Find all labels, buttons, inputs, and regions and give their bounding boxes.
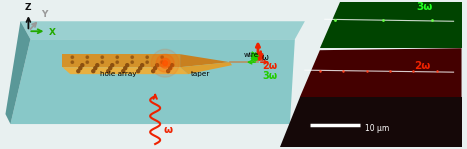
Circle shape: [152, 70, 155, 73]
Circle shape: [163, 61, 168, 66]
Circle shape: [154, 67, 156, 70]
Circle shape: [137, 70, 140, 73]
Circle shape: [101, 61, 104, 63]
Circle shape: [86, 61, 88, 63]
Text: ω: ω: [163, 125, 172, 135]
Circle shape: [170, 64, 174, 67]
Circle shape: [131, 61, 134, 63]
Circle shape: [146, 61, 149, 63]
Text: wire: wire: [244, 52, 259, 58]
Text: 2ω: 2ω: [262, 61, 277, 71]
Circle shape: [96, 64, 99, 67]
Circle shape: [71, 56, 73, 58]
Text: Z: Z: [24, 3, 31, 12]
Circle shape: [141, 64, 144, 67]
Circle shape: [169, 67, 172, 70]
Polygon shape: [21, 21, 305, 39]
Circle shape: [94, 67, 97, 70]
Circle shape: [161, 56, 163, 58]
Polygon shape: [300, 48, 461, 97]
Text: hole array: hole array: [100, 71, 136, 77]
Circle shape: [81, 64, 84, 67]
Circle shape: [116, 61, 119, 63]
Circle shape: [86, 56, 88, 58]
Circle shape: [109, 67, 112, 70]
Circle shape: [124, 67, 127, 70]
Circle shape: [111, 64, 114, 67]
Circle shape: [77, 70, 80, 73]
Circle shape: [92, 70, 95, 73]
Text: Y: Y: [42, 10, 48, 19]
Polygon shape: [280, 97, 461, 147]
Text: taper: taper: [191, 71, 210, 77]
Circle shape: [107, 70, 110, 73]
Circle shape: [151, 49, 179, 77]
Polygon shape: [6, 21, 30, 124]
Text: 3ω: 3ω: [417, 2, 433, 12]
Polygon shape: [63, 67, 188, 74]
Polygon shape: [180, 62, 232, 74]
Text: ω: ω: [262, 53, 269, 62]
Polygon shape: [180, 54, 230, 67]
Circle shape: [126, 64, 129, 67]
Polygon shape: [320, 2, 461, 48]
Circle shape: [116, 56, 119, 58]
Circle shape: [101, 56, 104, 58]
Circle shape: [167, 70, 170, 73]
Circle shape: [146, 56, 149, 58]
Circle shape: [71, 61, 73, 63]
Text: 2ω: 2ω: [414, 61, 430, 71]
Circle shape: [122, 70, 125, 73]
Circle shape: [139, 67, 142, 70]
Polygon shape: [10, 39, 295, 124]
Text: X: X: [49, 28, 56, 37]
Circle shape: [161, 61, 163, 63]
Circle shape: [156, 54, 174, 72]
Circle shape: [156, 64, 159, 67]
Polygon shape: [63, 54, 180, 67]
Text: 10 μm: 10 μm: [365, 124, 389, 133]
Circle shape: [131, 56, 134, 58]
Circle shape: [160, 58, 170, 68]
Circle shape: [79, 67, 82, 70]
Text: 3ω: 3ω: [262, 71, 277, 81]
